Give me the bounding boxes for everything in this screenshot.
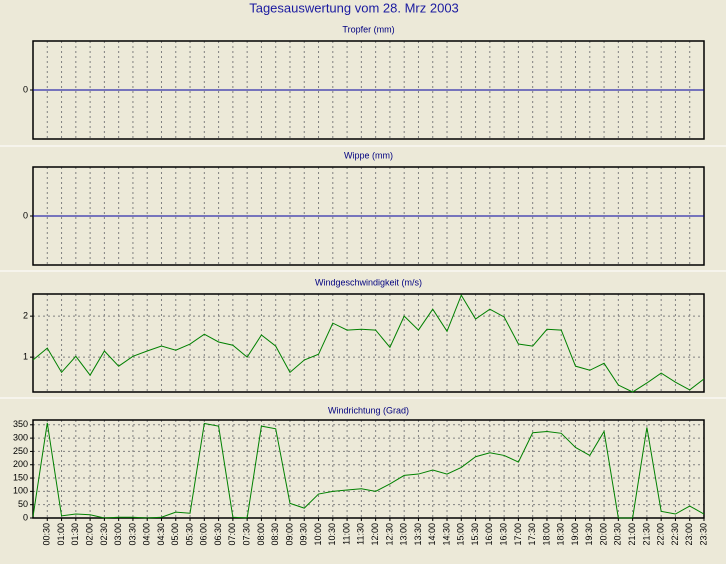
x-tick-label: 21:30: [641, 523, 651, 546]
y-tick-label: 150: [13, 472, 28, 482]
x-tick-label: 18:30: [556, 523, 566, 546]
x-tick-label: 23:30: [698, 523, 708, 546]
page-title: Tagesauswertung vom 28. Mrz 2003: [249, 0, 459, 15]
y-tick-label: 0: [23, 84, 28, 94]
x-tick-label: 07:30: [242, 523, 252, 546]
x-tick-label: 20:00: [598, 523, 608, 546]
x-tick-label: 19:30: [584, 523, 594, 546]
x-tick-label: 20:30: [613, 523, 623, 546]
x-tick-label: 12:30: [384, 523, 394, 546]
x-tick-label: 09:30: [299, 523, 309, 546]
x-tick-label: 01:30: [70, 523, 80, 546]
data-line: [32, 294, 705, 393]
y-tick-label: 250: [13, 446, 28, 456]
x-tick-label: 06:00: [199, 523, 209, 546]
x-tick-label: 04:30: [156, 523, 166, 546]
y-tick-label: 350: [13, 419, 28, 429]
x-tick-label: 22:00: [656, 523, 666, 546]
y-tick-label: 300: [13, 432, 28, 442]
x-tick-label: 15:30: [470, 523, 480, 546]
x-tick-label: 09:00: [284, 523, 294, 546]
x-tick-label: 01:00: [56, 523, 66, 546]
x-tick-label: 06:30: [213, 523, 223, 546]
x-tick-label: 15:00: [456, 523, 466, 546]
x-tick-label: 11:00: [341, 523, 351, 545]
panel-title: Windrichtung (Grad): [328, 405, 409, 415]
x-tick-label: 05:00: [170, 523, 180, 546]
y-tick-label: 100: [13, 486, 28, 496]
x-tick-label: 19:00: [570, 523, 580, 546]
plot-frame: [32, 419, 705, 519]
x-tick-label: 22:30: [670, 523, 680, 546]
x-tick-label: 21:00: [627, 523, 637, 546]
x-tick-label: 07:00: [227, 523, 237, 546]
y-tick-label: 2: [23, 311, 28, 321]
x-tick-label: 11:30: [356, 523, 366, 545]
y-tick-label: 50: [18, 499, 28, 509]
x-tick-label: 13:30: [413, 523, 423, 546]
x-tick-label: 08:00: [256, 523, 266, 546]
x-tick-label: 13:00: [399, 523, 409, 546]
x-tick-label: 16:00: [484, 523, 494, 546]
plot-frame: [32, 293, 705, 393]
x-tick-label: 10:00: [313, 523, 323, 546]
x-tick-label: 16:30: [499, 523, 509, 546]
x-tick-label: 00:30: [42, 523, 52, 546]
x-tick-label: 18:00: [541, 523, 551, 546]
y-tick-label: 0: [23, 512, 28, 522]
x-tick-label: 23:00: [684, 523, 694, 546]
y-tick-label: 200: [13, 459, 28, 469]
y-tick-label: 0: [23, 210, 28, 220]
x-tick-label: 03:30: [127, 523, 137, 546]
x-tick-label: 14:30: [441, 523, 451, 546]
x-tick-label: 02:30: [99, 523, 109, 546]
x-tick-label: 04:00: [142, 523, 152, 546]
x-tick-label: 14:00: [427, 523, 437, 546]
x-tick-label: 02:00: [84, 523, 94, 546]
x-tick-label: 10:30: [327, 523, 337, 546]
x-tick-label: 05:30: [184, 523, 194, 546]
panel-title: Wippe (mm): [344, 150, 393, 160]
x-tick-label: 17:30: [527, 523, 537, 546]
x-tick-label: 03:00: [113, 523, 123, 546]
x-tick-label: 17:00: [513, 523, 523, 546]
x-tick-label: 12:00: [370, 523, 380, 546]
data-line: [32, 422, 705, 519]
panel-title: Windgeschwindigkeit (m/s): [315, 277, 422, 287]
y-tick-label: 1: [23, 352, 28, 362]
x-tick-label: 08:30: [270, 523, 280, 546]
panel-title: Tropfer (mm): [342, 24, 394, 34]
